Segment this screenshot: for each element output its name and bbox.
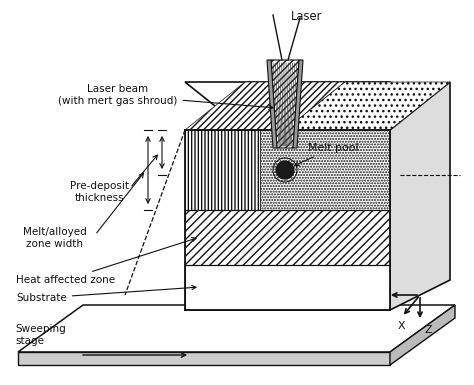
Polygon shape	[267, 60, 277, 148]
Text: Laser beam
(with mert gas shroud): Laser beam (with mert gas shroud)	[58, 84, 273, 109]
Text: Pre-deposit
thickness: Pre-deposit thickness	[71, 181, 129, 203]
Text: Melt/alloyed
zone width: Melt/alloyed zone width	[23, 227, 87, 249]
Polygon shape	[390, 305, 455, 365]
Polygon shape	[390, 82, 450, 310]
Text: Sweeping
stage: Sweeping stage	[15, 324, 66, 346]
Text: Substrate: Substrate	[16, 286, 196, 303]
Text: Laser: Laser	[292, 10, 323, 23]
Polygon shape	[185, 82, 345, 130]
Polygon shape	[185, 130, 260, 210]
Polygon shape	[18, 305, 455, 352]
Text: Heat affected zone: Heat affected zone	[16, 238, 196, 285]
Text: Y: Y	[379, 290, 385, 300]
Text: X: X	[397, 321, 405, 331]
Circle shape	[276, 161, 294, 179]
Text: Z: Z	[424, 325, 432, 335]
Polygon shape	[185, 210, 390, 265]
Polygon shape	[285, 82, 450, 130]
Polygon shape	[185, 265, 390, 310]
Polygon shape	[271, 60, 299, 148]
Polygon shape	[293, 60, 303, 148]
Polygon shape	[18, 352, 390, 365]
Polygon shape	[260, 130, 390, 210]
Text: Melt pool: Melt pool	[295, 143, 358, 166]
Polygon shape	[185, 82, 450, 130]
